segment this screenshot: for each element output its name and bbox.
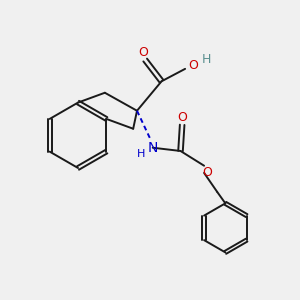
Text: N: N <box>148 141 158 155</box>
Text: O: O <box>202 167 211 179</box>
Text: O: O <box>177 111 187 124</box>
Text: H: H <box>202 53 212 66</box>
Text: O: O <box>188 59 198 72</box>
Text: O: O <box>139 46 148 59</box>
Text: H: H <box>137 149 145 159</box>
